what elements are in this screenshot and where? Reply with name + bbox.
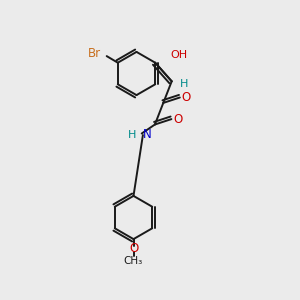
- Text: O: O: [182, 91, 191, 104]
- Text: OH: OH: [171, 50, 188, 60]
- Text: N: N: [143, 128, 152, 142]
- Text: O: O: [129, 242, 138, 255]
- Text: H: H: [128, 130, 136, 140]
- Text: O: O: [173, 112, 183, 126]
- Text: Br: Br: [88, 47, 101, 60]
- Text: H: H: [180, 79, 188, 89]
- Text: CH₃: CH₃: [124, 256, 143, 266]
